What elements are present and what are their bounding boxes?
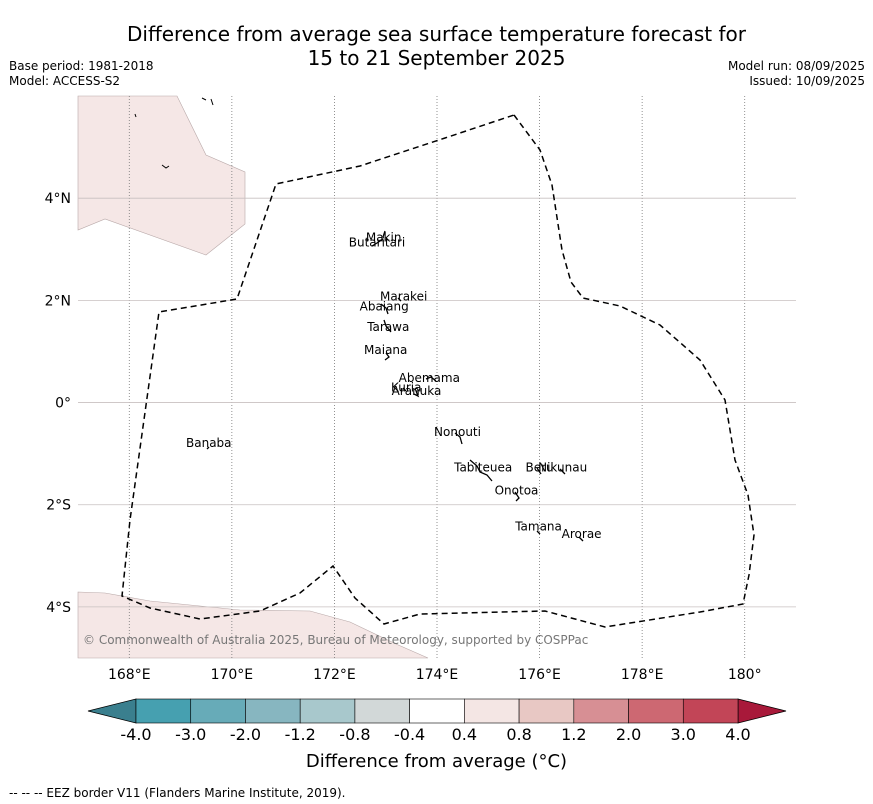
island-label: Abemama xyxy=(399,371,460,385)
title-line-1: Difference from average sea surface temp… xyxy=(126,22,746,46)
island-label: Nonouti xyxy=(434,425,481,439)
lon-tick-label: 180° xyxy=(728,667,762,683)
lat-tick-label: 0° xyxy=(55,396,71,412)
island-label: Maiana xyxy=(364,343,407,357)
lon-tick-label: 178°E xyxy=(621,667,664,683)
atoll-aranuka xyxy=(413,390,420,398)
atoll-tamana xyxy=(536,530,541,535)
atoll-tarawa xyxy=(383,319,392,333)
colorbar-swatch xyxy=(135,698,192,724)
atoll-maiana xyxy=(384,352,390,361)
atoll-onotoa xyxy=(514,491,520,502)
model-run: Model run: 08/09/2025 xyxy=(727,59,865,73)
colorbar-tick-label: 1.2 xyxy=(561,725,586,744)
atoll-nikunau xyxy=(559,468,566,475)
lon-tick-label: 170°E xyxy=(211,667,254,683)
colorbar-tick-label: -1.2 xyxy=(285,725,316,744)
colorbar-swatch xyxy=(354,698,410,724)
colorbar-swatch xyxy=(682,698,739,724)
meta-left: Base period: 1981-2018 Model: ACCESS-S2 xyxy=(9,59,154,89)
model-name: Model: ACCESS-S2 xyxy=(9,74,121,88)
island-label: Marakei xyxy=(380,289,427,303)
island-label: Nikunau xyxy=(538,461,587,475)
base-period: Base period: 1981-2018 xyxy=(9,59,154,73)
island-label: Onotoa xyxy=(495,484,539,498)
lon-tick-label: 174°E xyxy=(416,667,459,683)
colorbar-tick-label: -4.0 xyxy=(120,725,151,744)
eez-border xyxy=(121,114,755,628)
atoll-abaiang xyxy=(380,303,389,315)
axis-labels: 168°E 170°E 172°E 174°E 176°E 178°E 180° 4°N 2°N… xyxy=(45,191,762,683)
lat-tick-label: 4°N xyxy=(45,191,71,207)
title-line-2: 15 to 21 September 2025 xyxy=(307,46,566,70)
colorbar-swatch xyxy=(409,698,465,724)
atoll-kuria xyxy=(402,387,407,392)
colorbar-swatch xyxy=(518,698,575,724)
map-title: Difference from average sea surface temp… xyxy=(0,22,873,70)
island-label: Tarawa xyxy=(366,320,409,334)
lat-tick-label: 2°N xyxy=(45,293,71,309)
atoll-nonouti xyxy=(454,432,463,445)
colorbar-tick-label: -3.0 xyxy=(175,725,206,744)
island-label: Banaba xyxy=(186,436,232,450)
footer-note: -- -- -- EEZ border V11 (Flanders Marine… xyxy=(9,786,346,800)
colorbar-under-arrow xyxy=(87,698,137,724)
atoll-shapes xyxy=(206,230,584,542)
lat-tick-label: 4°S xyxy=(46,600,71,616)
land-nw xyxy=(77,95,246,256)
atoll-beru xyxy=(536,467,542,475)
lat-tick-label: 2°S xyxy=(46,498,71,514)
colorbar-labels: -4.0 -3.0 -2.0 -1.2 -0.8 -0.4 0.4 0.8 1.2 2.0 3.0 4… xyxy=(120,725,750,744)
atoll-abemama xyxy=(425,376,437,382)
colorbar-swatch xyxy=(245,698,301,724)
atoll-banaba xyxy=(206,446,210,450)
lon-tick-label: 176°E xyxy=(518,667,561,683)
issued-date: Issued: 10/09/2025 xyxy=(749,74,865,88)
island-label: Kuria xyxy=(391,380,422,394)
island-label: Tabiteuea xyxy=(453,461,512,475)
grid-layer xyxy=(78,96,796,658)
colorbar-swatch xyxy=(299,698,356,724)
colorbar-swatch xyxy=(464,698,520,724)
copyright-note: © Commonwealth of Australia 2025, Bureau… xyxy=(83,633,588,647)
islet-nw-2 xyxy=(134,113,137,118)
colorbar-tick-label: 2.0 xyxy=(616,725,641,744)
island-label: Beru xyxy=(525,461,553,475)
atoll-tabiteuea xyxy=(469,459,493,482)
islet-nw-1 xyxy=(201,97,214,106)
colorbar-tick-label: -0.8 xyxy=(339,725,370,744)
lon-tick-label: 172°E xyxy=(313,667,356,683)
island-label: Abaiang xyxy=(360,300,409,314)
atoll-arorae xyxy=(578,536,584,542)
colorbar-over-arrow xyxy=(737,698,787,724)
colorbar-tick-label: 0.4 xyxy=(452,725,477,744)
land-sw xyxy=(77,591,429,659)
colorbar-swatch xyxy=(573,698,629,724)
colorbar xyxy=(87,698,787,724)
atoll-butaritari xyxy=(371,238,384,247)
colorbar-tick-label: 0.8 xyxy=(506,725,531,744)
islet-nw-3 xyxy=(161,164,170,169)
island-label: Tamana xyxy=(514,519,562,533)
land-layer xyxy=(77,95,429,659)
colorbar-title: Difference from average (°C) xyxy=(305,751,568,772)
meta-right: Model run: 08/09/2025 Issued: 10/09/2025 xyxy=(728,59,865,89)
colorbar-swatch xyxy=(190,698,246,724)
atoll-makin xyxy=(382,230,386,238)
colorbar-tick-label: 3.0 xyxy=(671,725,696,744)
island-label: Aranuka xyxy=(392,384,442,398)
lon-tick-label: 168°E xyxy=(108,667,151,683)
colorbar-tick-label: 4.0 xyxy=(725,725,750,744)
colorbar-tick-label: -2.0 xyxy=(230,725,261,744)
island-label: Arorae xyxy=(562,527,602,541)
atoll-marakei xyxy=(397,297,402,302)
island-label: Butaritari xyxy=(349,236,406,250)
island-label: Makin xyxy=(366,231,402,245)
colorbar-swatch xyxy=(628,698,684,724)
colorbar-tick-label: -0.4 xyxy=(394,725,425,744)
